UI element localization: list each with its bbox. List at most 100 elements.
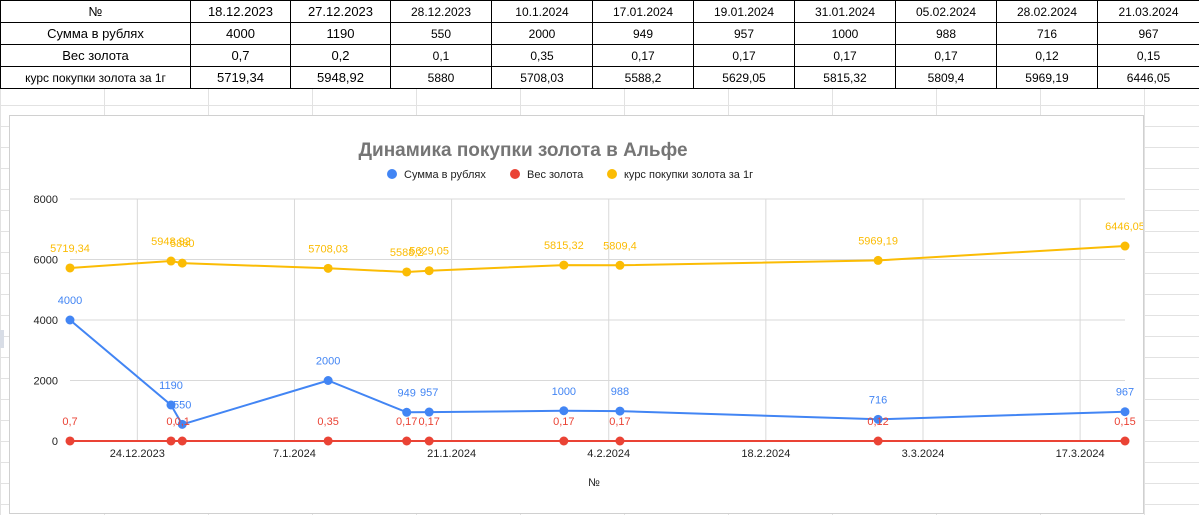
y-tick-label: 4000	[34, 315, 58, 327]
table-cell[interactable]: курс покупки золота за 1г	[0, 66, 191, 89]
data-point	[65, 436, 75, 446]
data-point	[323, 263, 333, 273]
table-cell[interactable]: 5809,4	[895, 66, 997, 89]
legend-item: Сумма в рублях	[404, 169, 486, 181]
chart-card[interactable]: Динамика покупки золота в Альфе Сумма в …	[9, 115, 1144, 514]
data-point	[873, 414, 883, 424]
table-cell[interactable]: 0,35	[491, 44, 593, 67]
legend-marker	[510, 169, 520, 179]
table-cell[interactable]: 18.12.2023	[190, 0, 291, 23]
table-cell[interactable]: 19.01.2024	[693, 0, 795, 23]
table-cell[interactable]: 10.1.2024	[491, 0, 593, 23]
table-cell[interactable]: 967	[1097, 22, 1199, 45]
table-cell[interactable]: 17.01.2024	[592, 0, 694, 23]
x-tick-label: 3.3.2024	[902, 448, 945, 460]
legend-marker	[387, 169, 397, 179]
data-label: 5708,03	[308, 243, 348, 255]
data-point	[402, 436, 412, 446]
table-row: Вес золота 0,7 0,2 0,1 0,35 0,17 0,17 0,…	[0, 44, 1199, 67]
table-cell[interactable]: 550	[390, 22, 492, 45]
data-label: 967	[1116, 387, 1134, 399]
x-tick-label: 17.3.2024	[1056, 448, 1105, 460]
table-cell[interactable]: 27.12.2023	[290, 0, 391, 23]
data-label: 0,17	[609, 416, 630, 428]
data-label: 6446,05	[1105, 221, 1143, 233]
data-point	[615, 406, 625, 416]
table-cell[interactable]: 0,17	[693, 44, 795, 67]
table-cell[interactable]: Сумма в рублях	[0, 22, 191, 45]
data-label: 5969,19	[858, 235, 898, 247]
legend-marker	[607, 169, 617, 179]
chart-title: Динамика покупки золота в Альфе	[358, 140, 687, 161]
data-point	[615, 260, 625, 270]
data-point	[1120, 241, 1130, 251]
data-point	[615, 436, 625, 446]
data-label: 0,17	[396, 416, 417, 428]
data-point	[873, 436, 883, 446]
table-cell[interactable]: 0,15	[1097, 44, 1199, 67]
table-cell[interactable]: 1190	[290, 22, 391, 45]
table-cell[interactable]: 988	[895, 22, 997, 45]
table-cell[interactable]: 21.03.2024	[1097, 0, 1199, 23]
table-cell[interactable]: 0,17	[592, 44, 694, 67]
data-label: 0,	[166, 416, 175, 428]
table-cell[interactable]: 0,17	[895, 44, 997, 67]
table-cell[interactable]: 5708,03	[491, 66, 593, 89]
series-line	[69, 319, 1126, 426]
data-label: 5948,92	[151, 236, 191, 248]
chart-grid	[70, 198, 1125, 442]
table-cell[interactable]: 0,17	[794, 44, 896, 67]
table-cell[interactable]: 0,1	[390, 44, 492, 67]
table-cell[interactable]: 716	[996, 22, 1098, 45]
y-axis: 0 2000 4000 6000 8000	[34, 194, 58, 448]
table-cell[interactable]: 4000	[190, 22, 291, 45]
table-cell[interactable]: 0,12	[996, 44, 1098, 67]
table-cell[interactable]: 6446,05	[1097, 66, 1199, 89]
table-cell[interactable]: 1000	[794, 22, 896, 45]
table-cell[interactable]: Вес золота	[0, 44, 191, 67]
data-label: 0,12	[867, 416, 888, 428]
table-cell[interactable]: 05.02.2024	[895, 0, 997, 23]
data-label: 716	[869, 394, 887, 406]
data-label: 0,1	[175, 416, 190, 428]
table-cell[interactable]: 28.12.2023	[390, 0, 492, 23]
table-cell[interactable]: 957	[693, 22, 795, 45]
table-cell[interactable]: 5719,34	[190, 66, 291, 89]
data-table: № 18.12.2023 27.12.2023 28.12.2023 10.1.…	[0, 0, 1199, 89]
table-cell[interactable]: №	[0, 0, 191, 23]
table-cell[interactable]: 5948,92	[290, 66, 391, 89]
data-point	[166, 436, 176, 446]
data-label: 550	[173, 399, 191, 411]
table-cell[interactable]: 31.01.2024	[794, 0, 896, 23]
data-label: 0,17	[553, 416, 574, 428]
table-cell[interactable]: 949	[592, 22, 694, 45]
table-cell[interactable]: 5880	[390, 66, 492, 89]
data-label: 988	[611, 386, 629, 398]
x-tick-label: 21.1.2024	[427, 448, 476, 460]
table-cell[interactable]: 0,7	[190, 44, 291, 67]
data-point	[402, 407, 412, 417]
data-point	[166, 256, 176, 266]
data-point	[323, 436, 333, 446]
y-tick-label: 0	[52, 436, 58, 448]
data-point	[559, 406, 569, 416]
table-cell[interactable]: 28.02.2024	[996, 0, 1098, 23]
data-label: 0,35	[317, 416, 338, 428]
table-row: курс покупки золота за 1г 5719,34 5948,9…	[0, 66, 1199, 89]
data-point	[166, 400, 176, 410]
data-label: 5719,34	[50, 243, 90, 255]
table-cell[interactable]: 5588,2	[592, 66, 694, 89]
table-cell[interactable]: 2000	[491, 22, 593, 45]
data-point	[1120, 436, 1130, 446]
table-cell[interactable]: 5815,32	[794, 66, 896, 89]
data-label: 2000	[316, 356, 340, 368]
data-label: 0,17	[418, 416, 439, 428]
data-label: 5880	[170, 238, 194, 250]
data-point	[323, 376, 333, 385]
table-cell[interactable]: 5629,05	[693, 66, 795, 89]
data-point	[1120, 407, 1130, 417]
table-cell[interactable]: 5969,19	[996, 66, 1098, 89]
data-point	[402, 267, 412, 277]
table-cell[interactable]: 0,2	[290, 44, 391, 67]
